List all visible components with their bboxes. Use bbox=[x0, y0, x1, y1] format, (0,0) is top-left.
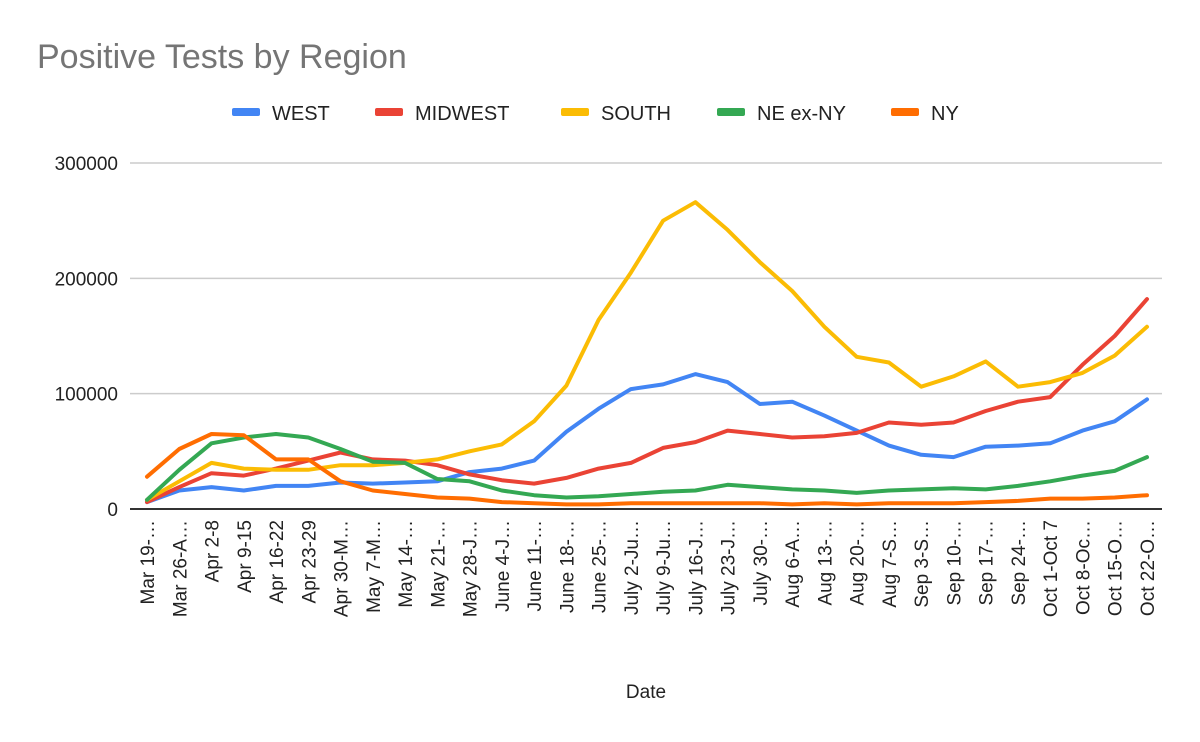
x-tick-label: May 21-… bbox=[428, 520, 449, 608]
series-line-south bbox=[145, 200, 1149, 502]
legend-item[interactable]: NE ex-NY bbox=[717, 103, 846, 125]
series-lines bbox=[145, 200, 1149, 507]
x-tick-label: July 16-J… bbox=[686, 520, 707, 615]
x-tick-label: Apr 16-22 bbox=[267, 520, 288, 603]
series-line-ny bbox=[145, 432, 1149, 507]
legend-item[interactable]: MIDWEST bbox=[375, 103, 509, 125]
legend-swatch bbox=[375, 108, 403, 116]
legend-label: MIDWEST bbox=[415, 103, 509, 125]
x-tick-label: Oct 1-Oct 7 bbox=[1041, 520, 1062, 617]
legend-label: NE ex-NY bbox=[757, 103, 846, 125]
gridlines bbox=[130, 162, 1162, 510]
x-tick-label: July 2-Ju… bbox=[622, 520, 643, 615]
legend-swatch bbox=[232, 108, 260, 116]
x-tick-label: July 9-Ju… bbox=[654, 520, 675, 615]
series-line-ne-ex-ny bbox=[145, 432, 1149, 502]
x-tick-label: Aug 7-S… bbox=[880, 520, 901, 608]
chart-title: Positive Tests by Region bbox=[37, 38, 407, 76]
legend: WEST MIDWEST SOUTH NE ex-NY NY bbox=[232, 103, 959, 125]
x-tick-label: July 23-J… bbox=[719, 520, 740, 615]
x-tick-label: Oct 22-O… bbox=[1138, 520, 1159, 616]
legend-item[interactable]: WEST bbox=[232, 103, 330, 125]
x-tick-label: Apr 2-8 bbox=[203, 520, 224, 582]
x-tick-label: Aug 20-… bbox=[848, 520, 869, 606]
y-tick-label: 300000 bbox=[55, 154, 118, 175]
x-tick-label: Apr 30-M… bbox=[332, 520, 353, 617]
x-tick-label: Apr 9-15 bbox=[235, 520, 256, 593]
x-tick-label: June 4-J… bbox=[493, 520, 514, 612]
series-line-west bbox=[145, 372, 1149, 505]
x-tick-label: Oct 8-Oc… bbox=[1073, 520, 1094, 615]
x-axis-ticks: Mar 19-… Mar 26-A… Apr 2-8 Apr 9-15 Apr 16-2… bbox=[138, 520, 1159, 617]
x-axis-title: Date bbox=[626, 682, 666, 703]
x-tick-label: June 25-… bbox=[590, 520, 611, 613]
x-tick-label: Aug 13-… bbox=[815, 520, 836, 606]
x-tick-label: Sep 17-… bbox=[977, 520, 998, 606]
legend-swatch bbox=[891, 108, 919, 116]
x-tick-label: Mar 26-A… bbox=[170, 520, 191, 617]
legend-item[interactable]: NY bbox=[891, 103, 959, 125]
legend-swatch bbox=[717, 108, 745, 116]
y-tick-label: 100000 bbox=[55, 385, 118, 406]
legend-item[interactable]: SOUTH bbox=[561, 103, 671, 125]
x-tick-label: Sep 24-… bbox=[1009, 520, 1030, 606]
x-tick-label: July 30-… bbox=[751, 520, 772, 606]
y-tick-label: 200000 bbox=[55, 269, 118, 290]
legend-label: SOUTH bbox=[601, 103, 671, 125]
x-tick-label: May 28-J… bbox=[461, 520, 482, 617]
x-tick-label: Aug 6-A… bbox=[783, 520, 804, 608]
x-tick-label: Apr 23-29 bbox=[299, 520, 320, 603]
x-tick-label: Sep 3-S… bbox=[912, 520, 933, 608]
legend-label: WEST bbox=[272, 103, 330, 125]
legend-swatch bbox=[561, 108, 589, 116]
x-tick-label: Mar 19-… bbox=[138, 520, 159, 604]
x-tick-label: May 7-M… bbox=[364, 520, 385, 613]
x-tick-label: Sep 10-… bbox=[944, 520, 965, 606]
series-line-midwest bbox=[145, 297, 1149, 505]
legend-label: NY bbox=[931, 103, 959, 125]
x-tick-label: May 14-… bbox=[396, 520, 417, 608]
y-tick-label: 0 bbox=[107, 500, 118, 521]
x-tick-label: June 11-… bbox=[525, 520, 546, 612]
x-tick-label: June 18-… bbox=[557, 520, 578, 613]
y-axis-ticks: 0 100000 200000 300000 bbox=[55, 154, 118, 521]
x-tick-label: Oct 15-O… bbox=[1106, 520, 1127, 616]
